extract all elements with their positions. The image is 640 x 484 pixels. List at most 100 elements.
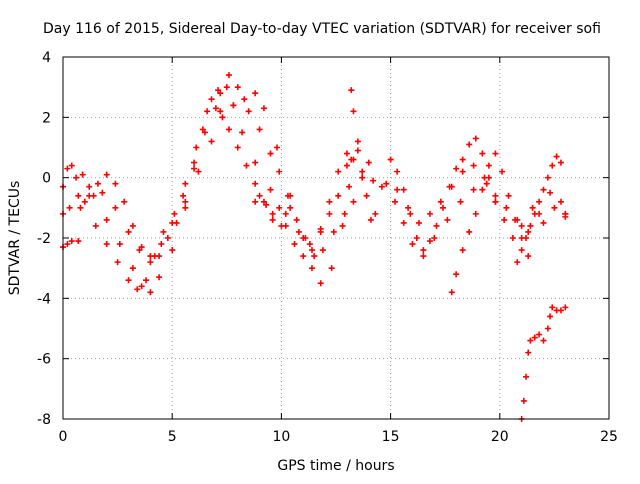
- data-point: [343, 150, 350, 157]
- data-point: [370, 177, 377, 184]
- data-point: [400, 186, 407, 193]
- data-point: [498, 168, 505, 175]
- data-point: [557, 159, 564, 166]
- data-point: [547, 189, 554, 196]
- data-point: [518, 247, 525, 254]
- x-tick-label: 25: [600, 429, 618, 445]
- data-point: [400, 219, 407, 226]
- data-point: [75, 238, 82, 245]
- series-track-8: [387, 135, 499, 254]
- data-point: [544, 174, 551, 181]
- data-point: [540, 219, 547, 226]
- data-point: [293, 216, 300, 223]
- data-point: [457, 198, 464, 205]
- y-axis-label: SDTVAR / TECUs: [7, 181, 23, 296]
- axis-ticks: 0 5 10 15 20 25 -8 -6 -4 -2 0 2 4: [37, 50, 618, 445]
- data-point: [549, 304, 556, 311]
- data-point: [387, 156, 394, 163]
- data-point: [518, 222, 525, 229]
- data-point: [466, 141, 473, 148]
- data-point: [531, 210, 538, 217]
- data-point: [485, 162, 492, 169]
- data-point: [540, 337, 547, 344]
- data-point: [215, 87, 222, 94]
- data-point: [276, 204, 283, 211]
- data-point: [199, 126, 206, 133]
- data-point: [225, 72, 232, 79]
- data-point: [453, 165, 460, 172]
- data-point: [156, 274, 163, 281]
- data-point: [68, 238, 75, 245]
- data-point: [300, 253, 307, 260]
- data-point: [466, 228, 473, 235]
- series-track-5: [252, 156, 355, 260]
- data-point: [217, 90, 224, 97]
- series-track-9: [448, 150, 532, 296]
- data-point: [260, 198, 267, 205]
- data-point: [557, 307, 564, 314]
- data-point: [453, 271, 460, 278]
- data-point: [459, 168, 466, 175]
- data-point: [503, 204, 510, 211]
- data-point: [138, 244, 145, 251]
- data-point: [553, 153, 560, 160]
- data-point: [217, 108, 224, 115]
- data-point: [295, 228, 302, 235]
- data-point: [492, 150, 499, 157]
- data-point: [245, 108, 252, 115]
- data-point: [256, 126, 263, 133]
- data-point: [212, 105, 219, 112]
- data-point: [75, 192, 82, 199]
- data-point: [523, 235, 530, 241]
- data-point: [171, 210, 178, 217]
- data-point: [121, 198, 128, 205]
- data-point: [501, 216, 508, 223]
- data-point: [562, 210, 569, 217]
- data-point: [239, 129, 246, 136]
- data-point: [557, 198, 564, 205]
- data-point: [346, 183, 353, 190]
- data-point: [409, 241, 416, 248]
- data-point: [156, 253, 163, 260]
- data-point: [169, 247, 176, 254]
- data-point: [394, 168, 401, 175]
- data-point: [112, 204, 119, 211]
- data-point: [317, 228, 324, 235]
- data-point: [173, 219, 180, 226]
- data-point: [81, 198, 88, 205]
- data-point: [103, 171, 110, 178]
- data-point: [529, 204, 536, 211]
- data-point: [437, 198, 444, 205]
- data-point: [269, 216, 276, 223]
- data-point: [252, 180, 259, 187]
- data-point: [158, 241, 165, 248]
- data-point: [94, 180, 101, 187]
- y-tick-label: -6: [37, 352, 51, 368]
- data-point: [223, 84, 230, 91]
- data-point: [426, 238, 433, 245]
- data-point: [512, 216, 519, 223]
- data-point: [195, 168, 202, 175]
- data-point: [287, 204, 294, 211]
- data-point: [433, 222, 440, 229]
- data-point: [306, 241, 313, 248]
- data-point: [549, 162, 556, 169]
- data-point: [420, 253, 427, 260]
- data-point: [243, 162, 250, 169]
- data-point: [319, 247, 326, 254]
- data-point: [426, 210, 433, 217]
- data-point: [291, 241, 298, 248]
- data-point: [459, 156, 466, 163]
- data-point: [114, 259, 121, 266]
- data-point: [64, 241, 71, 248]
- data-point: [129, 222, 136, 229]
- data-point: [86, 192, 93, 199]
- data-point: [219, 114, 226, 121]
- data-point: [182, 198, 189, 205]
- grid-lines: [63, 57, 609, 419]
- data-point: [267, 150, 274, 157]
- y-tick-label: -4: [37, 291, 51, 307]
- series-track-1: [60, 84, 569, 260]
- series-track-4: [77, 96, 294, 266]
